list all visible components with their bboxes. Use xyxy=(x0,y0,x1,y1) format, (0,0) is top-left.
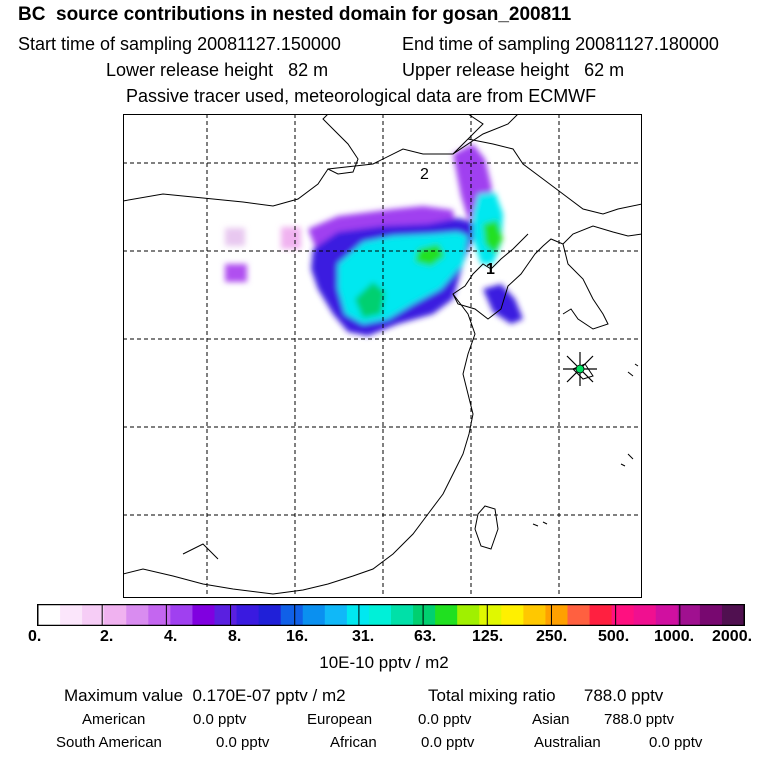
map-panel: 2 1 xyxy=(123,114,642,598)
color-scale-swatch xyxy=(523,605,546,625)
lat-lon-grid xyxy=(123,114,642,598)
end-time-label: End time of sampling 20081127.180000 xyxy=(402,34,719,54)
color-scale-swatch xyxy=(677,605,701,625)
marker-label-2: 2 xyxy=(420,166,429,183)
european-label: European xyxy=(307,711,373,728)
color-scale-swatch xyxy=(302,605,326,625)
color-scale-swatch xyxy=(126,605,149,625)
color-scale-swatch xyxy=(324,605,348,625)
color-scale-bar xyxy=(37,604,745,626)
color-scale-swatch xyxy=(721,605,745,625)
page-title: BC source contributions in nested domain… xyxy=(18,4,572,25)
color-scale-swatch xyxy=(699,605,723,625)
lower-height-label: Lower release height 82 m xyxy=(106,60,329,80)
tick-label: 0. xyxy=(28,628,42,645)
asian-label: Asian xyxy=(532,711,570,728)
color-scale-swatch xyxy=(633,605,657,625)
tick-label: 125. xyxy=(472,628,504,645)
asian-value: 788.0 pptv xyxy=(604,711,675,728)
color-scale-swatch xyxy=(258,605,282,625)
tick-label: 250. xyxy=(536,628,568,645)
tick-label: 2000. xyxy=(712,628,753,645)
color-scale-frame xyxy=(37,604,745,626)
color-scale-swatch xyxy=(435,605,458,625)
color-scale-swatch xyxy=(655,605,679,625)
color-scale-swatch xyxy=(148,605,171,625)
concentration-plume xyxy=(225,144,523,336)
color-scale-swatch xyxy=(479,605,502,625)
color-scale-swatch xyxy=(214,605,238,625)
maximum-value: Maximum value 0.170E-07 pptv / m2 xyxy=(64,686,346,705)
marker-label-1: 1 xyxy=(486,261,495,278)
color-scale-swatch xyxy=(236,605,260,625)
american-label: American xyxy=(82,711,146,728)
start-time-label: Start time of sampling 20081127.150000 xyxy=(18,34,341,54)
receptor-star-icon xyxy=(563,352,597,386)
total-mixing-ratio: Total mixing ratio 788.0 pptv xyxy=(428,686,664,705)
map-frame xyxy=(123,114,642,598)
tick-label: 2. xyxy=(100,628,114,645)
tracer-note: Passive tracer used, meteorological data… xyxy=(126,86,597,106)
color-scale-swatch xyxy=(545,605,568,625)
color-scale-swatch xyxy=(38,605,61,625)
color-scale-swatch xyxy=(567,605,591,625)
color-scale-swatch xyxy=(501,605,524,625)
tick-label: 1000. xyxy=(654,628,695,645)
south-american-value: 0.0 pptv xyxy=(216,734,270,751)
color-scale-swatch xyxy=(368,605,392,625)
color-scale-swatch xyxy=(589,605,613,625)
color-scale-swatch xyxy=(280,605,304,625)
south-american-label: South American xyxy=(56,734,162,751)
color-scale-swatch xyxy=(457,605,480,625)
color-scale-swatch xyxy=(192,605,215,625)
color-scale-swatch xyxy=(611,605,635,625)
color-scale-swatch xyxy=(104,605,127,625)
tick-label: 31. xyxy=(352,628,375,645)
color-scale-swatch xyxy=(82,605,105,625)
legend-unit: 10E-10 pptv / m2 xyxy=(319,653,449,672)
tick-label: 8. xyxy=(228,628,242,645)
australian-value: 0.0 pptv xyxy=(649,734,703,751)
color-scale-swatch xyxy=(346,605,370,625)
african-label: African xyxy=(330,734,377,751)
tick-label: 16. xyxy=(286,628,309,645)
upper-height-label: Upper release height 62 m xyxy=(402,60,625,80)
color-scale-swatch xyxy=(391,605,414,625)
australian-label: Australian xyxy=(534,734,601,751)
color-scale-swatch xyxy=(413,605,436,625)
color-scale-swatch xyxy=(170,605,193,625)
tick-label: 500. xyxy=(598,628,630,645)
tick-label: 4. xyxy=(164,628,178,645)
color-scale-swatch xyxy=(60,605,83,625)
european-value: 0.0 pptv xyxy=(418,711,472,728)
tick-label: 63. xyxy=(414,628,437,645)
african-value: 0.0 pptv xyxy=(421,734,475,751)
american-value: 0.0 pptv xyxy=(193,711,247,728)
coastlines xyxy=(123,114,642,595)
